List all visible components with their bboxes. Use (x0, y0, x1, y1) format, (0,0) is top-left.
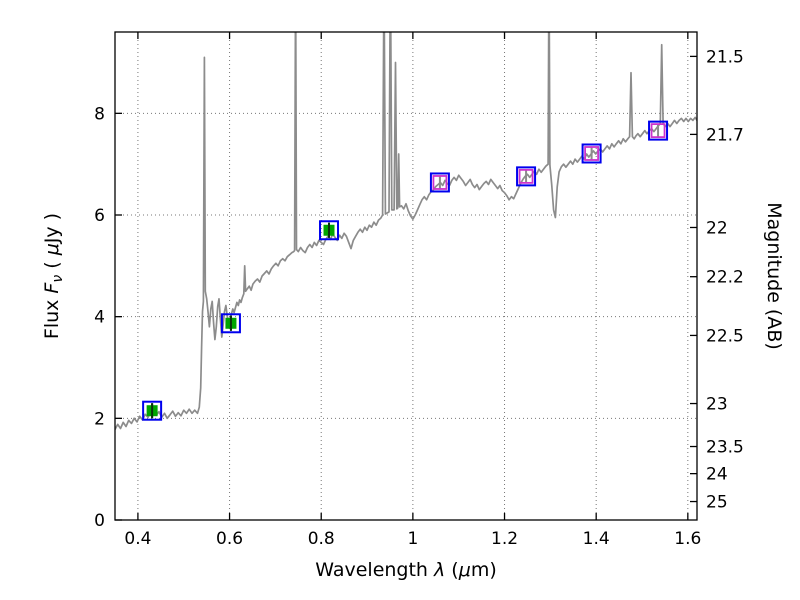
y-tick-label-magnitude: 22 (706, 218, 728, 238)
y-tick-label-flux: 2 (94, 409, 105, 429)
photometry-point (142, 400, 163, 421)
y-tick-label-flux: 0 (94, 511, 105, 531)
outer-square (429, 172, 450, 193)
grid (115, 32, 697, 520)
inner-square (432, 175, 448, 190)
photometry-point (319, 220, 340, 241)
y-tick-label-magnitude: 22.5 (706, 326, 744, 346)
y-axis-label-left: Flux Fν ( μJy ) (41, 213, 66, 339)
x-tick-label: 1.6 (674, 529, 701, 549)
y-tick-label-flux: 8 (94, 104, 105, 124)
y-tick-label-magnitude: 24 (706, 465, 728, 485)
x-tick-label: 0.6 (216, 529, 243, 549)
x-tick-label: 0.4 (124, 529, 151, 549)
photometry-point (429, 172, 450, 193)
photometry-point (581, 143, 602, 164)
y-axis-label-right: Magnitude (AB) (763, 202, 785, 350)
y-tick-label-flux: 4 (94, 308, 105, 328)
inner-square (518, 168, 534, 184)
outer-square (516, 166, 537, 187)
tick-marks (115, 32, 697, 521)
x-tick-label: 1 (407, 529, 418, 549)
y-tick-label-flux: 6 (94, 206, 105, 226)
inner-square (650, 123, 666, 139)
outer-square (319, 220, 340, 241)
x-tick-label: 1.2 (491, 529, 518, 549)
photometry-point (516, 166, 537, 187)
axes-frame (114, 31, 698, 521)
y-tick-label-magnitude: 23.5 (706, 438, 744, 458)
x-tick-label: 0.8 (308, 529, 335, 549)
y-tick-label-magnitude: 25 (706, 493, 728, 513)
outer-square (581, 143, 602, 164)
y-tick-label-magnitude: 23 (706, 395, 728, 415)
x-tick-label: 1.4 (583, 529, 610, 549)
outer-square (648, 120, 669, 141)
outer-square (220, 313, 241, 334)
y-tick-label-magnitude: 21.7 (706, 125, 744, 145)
photometry-point (648, 120, 669, 141)
y-tick-label-magnitude: 21.5 (706, 47, 744, 67)
inner-square (584, 146, 599, 161)
photometry-points (142, 120, 669, 421)
y-tick-label-magnitude: 22.2 (706, 268, 744, 288)
x-axis-label: Wavelength λ (μm) (315, 559, 496, 581)
photometry-point (220, 313, 241, 334)
outer-square (142, 400, 163, 421)
